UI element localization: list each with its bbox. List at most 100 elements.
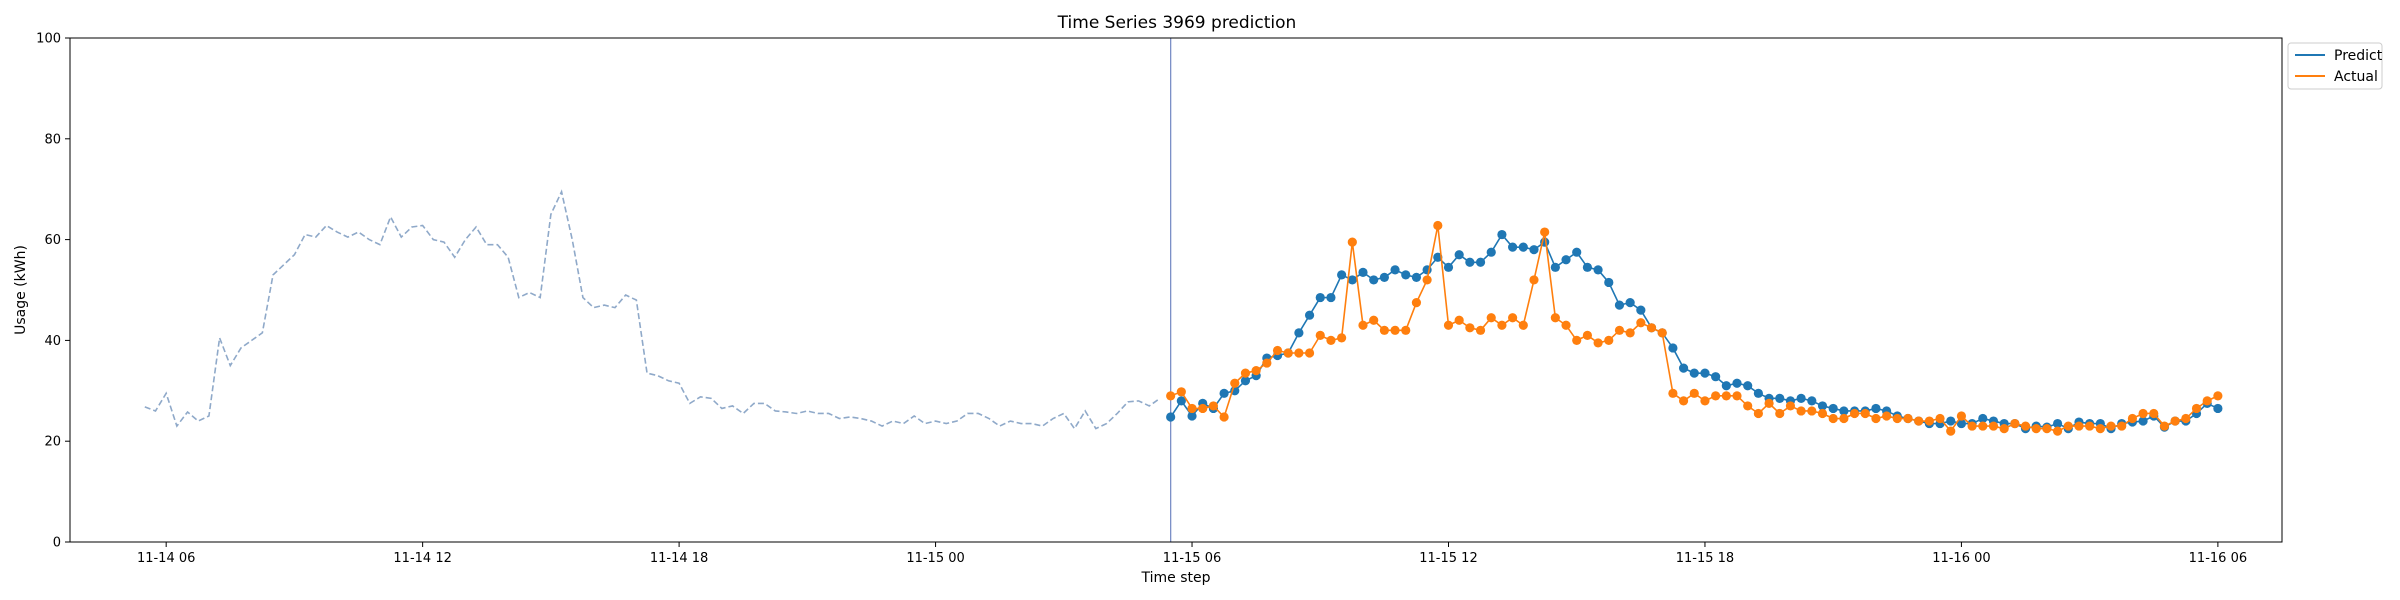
actual-point — [1871, 413, 1881, 424]
actual-point — [2106, 421, 2116, 431]
history-series — [144, 189, 1161, 431]
actual-point — [1315, 330, 1325, 340]
actual-point — [1454, 315, 1464, 325]
actual-point — [1540, 227, 1550, 237]
actual-point — [1433, 220, 1443, 231]
actual-point — [2170, 416, 2180, 426]
predict-point — [1678, 363, 1689, 373]
predict-point — [1176, 396, 1186, 406]
predict-point — [1497, 229, 1507, 240]
predict-point — [1486, 247, 1496, 257]
legend-label-predict: Predict — [2334, 48, 2383, 64]
x-axis: 11-14 06 11-14 12 11-14 18 11-15 00 11-15 06… — [137, 542, 2247, 566]
actual-point — [1817, 408, 1828, 419]
predict-point — [2138, 416, 2148, 426]
actual-point — [1988, 421, 1999, 431]
actual-point — [1924, 416, 1934, 426]
actual-point — [2031, 424, 2041, 434]
actual-point — [1561, 320, 1571, 330]
actual-point — [1272, 345, 1283, 356]
predict-point — [1732, 378, 1742, 388]
predict-point — [1625, 298, 1635, 308]
predict-point — [1946, 416, 1956, 426]
predict-point — [1689, 368, 1699, 378]
predict-point — [1401, 270, 1411, 280]
actual-point — [1593, 338, 1603, 348]
y-axis: 0 20 40 60 80 100 — [36, 32, 70, 551]
actual-point — [1262, 358, 1272, 368]
actual-point — [1240, 368, 1251, 378]
x-tick-label: 11-15 00 — [906, 551, 964, 566]
actual-point — [1411, 298, 1422, 308]
actual-point — [2149, 408, 2159, 419]
actual-point — [1337, 333, 1347, 343]
actual-point — [1796, 406, 1806, 416]
actual-point — [1956, 411, 1967, 421]
predict-point — [1219, 388, 1229, 398]
actual-point — [1775, 408, 1785, 419]
actual-point — [1839, 413, 1849, 424]
actual-point — [2063, 421, 2073, 431]
x-tick-label: 11-14 18 — [650, 551, 708, 566]
actual-point — [1849, 408, 1860, 419]
actual-point — [1550, 313, 1560, 323]
actual-point — [1604, 335, 1614, 345]
actual-point — [1646, 323, 1657, 333]
x-tick-label: 11-15 18 — [1676, 551, 1734, 566]
actual-point — [1486, 313, 1496, 323]
history-line — [144, 189, 1161, 431]
actual-point — [1892, 413, 1902, 424]
actual-point — [1582, 330, 1593, 340]
actual-point — [1700, 396, 1710, 406]
predict-point — [1561, 255, 1571, 265]
actual-point — [1785, 401, 1796, 411]
actual-point — [1508, 313, 1518, 323]
predict-point — [1700, 368, 1710, 378]
predict-point — [1978, 413, 1988, 424]
actual-point — [2052, 426, 2063, 436]
predict-point — [1636, 305, 1646, 315]
y-tick-label: 0 — [53, 536, 61, 551]
x-axis-title: Time step — [1141, 570, 1211, 586]
actual-point — [1465, 323, 1475, 333]
predict-point — [1315, 292, 1325, 303]
predict-point — [1326, 292, 1336, 303]
predict-point — [1390, 265, 1400, 275]
actual-point — [2020, 421, 2031, 431]
chart-title: Time Series 3969 prediction — [1057, 13, 1297, 33]
actual-point — [1860, 408, 1870, 419]
actual-point — [1347, 237, 1357, 247]
actual-point — [1668, 388, 1678, 398]
predict-point — [1518, 242, 1528, 252]
actual-point — [2159, 421, 2170, 431]
actual-point — [2127, 413, 2137, 424]
actual-point — [2138, 408, 2148, 419]
actual-point — [1198, 403, 1208, 414]
actual-point — [1326, 335, 1336, 345]
actual-point — [1935, 413, 1945, 424]
actual-point — [1176, 387, 1186, 397]
y-axis-title: Usage (kWh) — [13, 245, 29, 335]
plot-frame — [69, 37, 2283, 543]
actual-point — [1166, 391, 1176, 401]
predict-point — [1817, 401, 1828, 411]
predict-point — [1775, 393, 1785, 403]
predict-point — [1379, 272, 1389, 282]
predict-point — [1721, 381, 1731, 391]
x-tick-label: 11-16 06 — [2189, 551, 2247, 566]
actual-point — [1946, 426, 1956, 436]
predict-point — [1711, 372, 1721, 382]
actual-point — [2085, 421, 2095, 431]
x-tick-label: 11-14 06 — [137, 551, 195, 566]
predict-point — [1871, 403, 1881, 414]
predict-point — [1369, 275, 1379, 285]
predict-point — [1753, 388, 1763, 398]
predict-point — [2213, 403, 2223, 414]
actual-point — [1678, 396, 1689, 406]
predict-point — [1475, 257, 1486, 267]
predict-point — [1347, 275, 1357, 285]
predict-point — [1550, 262, 1560, 272]
actual-point — [1721, 391, 1731, 401]
actual-series — [1166, 220, 2223, 436]
